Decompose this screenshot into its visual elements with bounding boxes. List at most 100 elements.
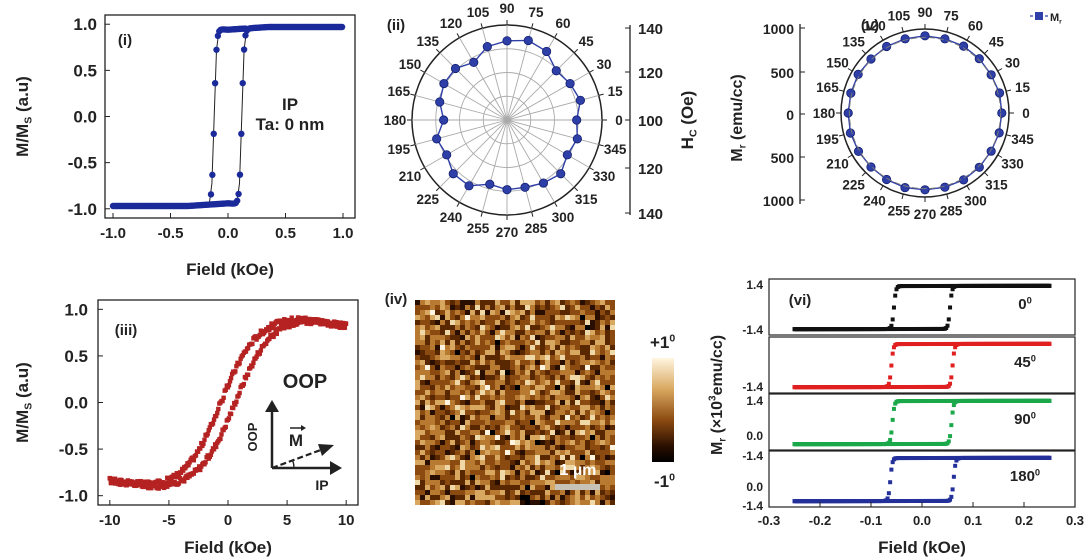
- panel-iv-pixel: [605, 465, 610, 470]
- panel-iv-pixel: [580, 470, 585, 475]
- panel-iv-pixel: [415, 425, 420, 430]
- panel-iv-pixel: [580, 385, 585, 390]
- panel-iv-pixel: [590, 475, 595, 480]
- panel-iii-point: [245, 372, 251, 377]
- panel-iv-pixel: [545, 410, 550, 415]
- panel-iv-pixel: [500, 460, 505, 465]
- panel-iv-pixel: [500, 345, 505, 350]
- panel-iv-pixel: [535, 500, 540, 505]
- panel-iv-pixel: [555, 435, 560, 440]
- panel-iv-pixel: [575, 480, 580, 485]
- panel-iv-pixel: [470, 370, 475, 375]
- panel-iv-pixel: [600, 355, 605, 360]
- panel-ii-grid-spoke: [481, 119, 508, 212]
- panel-vi-ylabel-part: emu/cc): [709, 335, 726, 395]
- panel-iv-pixel: [575, 355, 580, 360]
- panel-iii-point: [251, 360, 256, 365]
- panel-iv-pixel: [485, 300, 490, 305]
- panel-iv-pixel: [575, 495, 580, 500]
- panel-iv-pixel: [435, 440, 440, 445]
- panel-iv-pixel: [555, 325, 560, 330]
- panel-iv-pixel: [450, 480, 455, 485]
- panel-iv-pixel: [550, 390, 555, 395]
- panel-iv-pixel: [570, 370, 575, 375]
- panel-iv-pixel: [435, 320, 440, 325]
- panel-iv-pixel: [585, 420, 590, 425]
- panel-ii-grid-spoke: [459, 37, 508, 121]
- panel-iv-pixel: [425, 440, 430, 445]
- panel-iv-pixel: [495, 340, 500, 345]
- panel-iv-pixel: [595, 495, 600, 500]
- panel-iv-pixel: [605, 385, 610, 390]
- panel-ii-angle-tick: [420, 167, 425, 171]
- panel-iv-pixel: [580, 430, 585, 435]
- panel-v-angle-tick: [946, 194, 949, 200]
- panel-ii-data-point: [439, 78, 449, 89]
- panel-vi-ylabel-part: 3: [708, 395, 719, 401]
- panel-iv-pixel: [575, 400, 580, 405]
- panel-iv-pixel: [425, 375, 430, 380]
- panel-iv-pixel: [425, 490, 430, 495]
- panel-iv-pixel: [420, 410, 425, 415]
- panel-ii-data-point: [482, 41, 492, 52]
- panel-iv-pixel: [520, 355, 525, 360]
- panel-iv-pixel: [610, 355, 615, 360]
- panel-iv-pixel: [585, 375, 590, 380]
- panel-iv-pixel: [455, 405, 460, 410]
- panel-iv-pixel: [415, 330, 420, 335]
- panel-iv-pixel: [440, 390, 445, 395]
- panel-iv-pixel: [415, 390, 420, 395]
- panel-iv-pixel: [580, 345, 585, 350]
- panel-iv-pixel: [480, 350, 485, 355]
- panel-iv-pixel: [530, 395, 535, 400]
- panel-iv-pixel: [450, 375, 455, 380]
- panel-ii-grid-spoke: [415, 119, 508, 146]
- panel-iv-pixel: [445, 350, 450, 355]
- panel-iv-pixel: [490, 500, 495, 505]
- panel-iv-pixel: [520, 405, 525, 410]
- panel-iv-pixel: [465, 375, 470, 380]
- panel-vi-point: [889, 430, 894, 435]
- panel-iv-pixel: [550, 475, 555, 480]
- panel-iv-pixel: [500, 365, 505, 370]
- panel-iv-pixel: [540, 375, 545, 380]
- panel-vi-point: [890, 417, 895, 422]
- panel-iv-pixel: [515, 415, 520, 420]
- panel-iv-pixel: [540, 485, 545, 490]
- panel-iv-pixel: [545, 390, 550, 395]
- panel-iv-pixel: [550, 435, 555, 440]
- panel-iv-pixel: [435, 460, 440, 465]
- panel-iv-pixel: [415, 460, 420, 465]
- panel-iv-pixel: [430, 340, 435, 345]
- panel-iv-pixel: [570, 495, 575, 500]
- panel-vi-point: [891, 305, 896, 310]
- panel-iv-pixel: [510, 460, 515, 465]
- panel-iv-pixel: [595, 480, 600, 485]
- panel-iv-pixel: [525, 390, 530, 395]
- panel-iv-pixel: [500, 300, 505, 305]
- panel-iv-pixel: [570, 445, 575, 450]
- panel-iv-pixel: [420, 385, 425, 390]
- panel-iv-pixel: [585, 325, 590, 330]
- panel-iv-pixel: [490, 390, 495, 395]
- panel-iv-pixel: [485, 325, 490, 330]
- panel-iv-pixel: [415, 440, 420, 445]
- panel-iv-pixel: [470, 400, 475, 405]
- panel-iv-pixel: [490, 310, 495, 315]
- panel-iv-pixel: [420, 350, 425, 355]
- panel-iv-pixel: [540, 370, 545, 375]
- panel-iv-pixel: [540, 455, 545, 460]
- panel-iv-pixel: [530, 475, 535, 480]
- panel-iv-pixel: [480, 335, 485, 340]
- panel-iv-pixel: [525, 335, 530, 340]
- panel-iii-point: [198, 467, 203, 473]
- panel-iv-pixel: [515, 305, 520, 310]
- panel-iv-pixel: [550, 325, 555, 330]
- panel-iv-pixel: [530, 450, 535, 455]
- panel-iv-pixel: [535, 490, 540, 495]
- panel-iv-pixel: [500, 325, 505, 330]
- panel-iii-inset-vector: [271, 446, 327, 470]
- panel-ii-angle-label: 300: [552, 210, 575, 225]
- panel-iv-pixel: [555, 330, 560, 335]
- panel-iv-pixel: [510, 430, 515, 435]
